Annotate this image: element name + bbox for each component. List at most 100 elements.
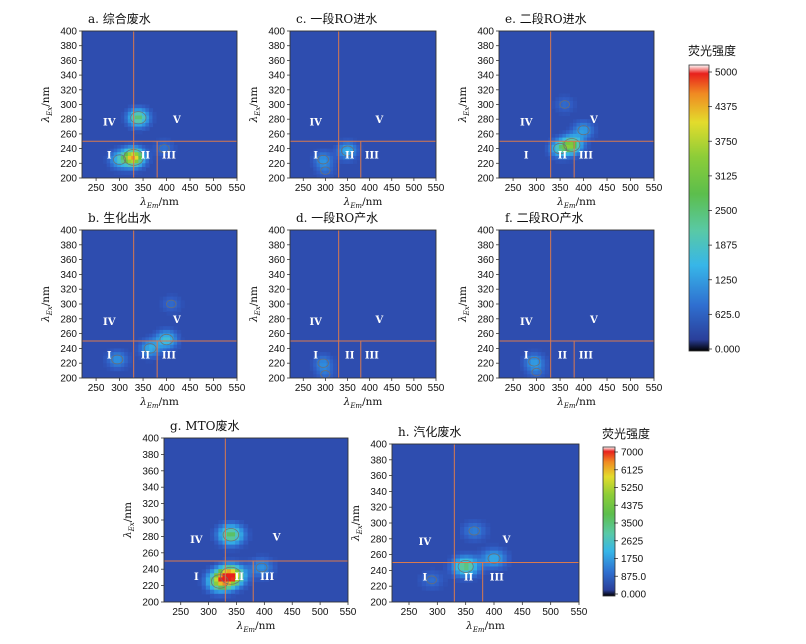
intensity-cell [230,524,236,529]
intensity-cell [110,152,115,157]
intensity-cell [323,363,328,368]
intensity-cell [163,352,168,357]
intensity-cell [443,574,448,579]
intensity-cell [177,329,182,335]
intensity-cell [489,554,495,560]
intensity-cell [145,119,150,124]
y-axis-label: λEx/nm [40,286,54,323]
intensity-cell [120,170,125,175]
intensity-cell [239,585,245,591]
intensity-cell [120,166,125,172]
intensity-cell [173,307,178,312]
intensity-cell [239,536,245,542]
peak-contour [553,142,567,155]
intensity-cell [590,119,595,124]
y-tick-label: 400 [142,434,159,445]
intensity-cell [541,370,546,375]
y-tick-label: 260 [370,550,387,561]
intensity-cell [210,593,215,599]
intensity-cell [590,126,595,131]
intensity-cell [343,152,348,157]
intensity-cell [145,359,150,364]
y-tick-label: 340 [370,487,387,498]
intensity-cell [333,163,338,168]
region-label: II [141,150,151,161]
intensity-cell [166,329,171,335]
intensity-cell [117,155,122,161]
intensity-cell [426,586,431,591]
intensity-cell [523,370,528,375]
y-tick-label: 300 [268,100,285,111]
intensity-cell [316,163,321,168]
intensity-cell [127,363,132,368]
y-axis-label: λEx/nm [350,505,364,542]
region-label: I [423,573,428,584]
intensity-field [309,352,338,378]
intensity-cell [576,148,581,153]
intensity-cell [103,363,108,368]
colorbar-top: 荧光强度 5000 4375 3750 3125 2500 1875 1250 625.0 0.… [688,43,740,356]
intensity-cell [218,593,224,599]
intensity-cell [572,152,578,157]
intensity-cell [117,352,122,357]
y-tick-label: 220 [60,359,77,370]
intensity-cell [127,111,132,117]
intensity-cell [580,119,585,124]
intensity-cell [155,148,161,153]
y-tick-label: 220 [477,359,494,370]
x-tick-label: 500 [205,183,222,194]
peak-contour [159,333,174,346]
region-label: I [524,150,529,161]
y-tick-label: 260 [60,329,77,340]
intensity-cell [127,352,132,357]
intensity-cell [177,333,182,338]
colorbar-gradient [688,64,710,352]
intensity-cell [173,333,178,338]
intensity-cell [264,552,270,558]
intensity-cell [438,574,444,579]
intensity-cell [148,144,154,150]
intensity-cell [485,570,491,575]
intensity-cell [124,148,129,153]
intensity-cell [166,348,171,353]
intensity-cell [201,589,207,595]
intensity-cell [145,159,150,164]
intensity-cell [506,554,512,560]
intensity-cell [166,137,171,142]
intensity-cell [117,148,122,153]
intensity-cell [113,366,118,372]
intensity-cell [494,566,499,571]
intensity-cell [141,108,147,113]
intensity-cell [230,540,236,546]
intensity-cell [218,565,224,570]
intensity-cell [218,581,224,587]
colorbar-tick-label: 1250 [715,275,738,286]
intensity-cell [205,581,211,587]
intensity-cell [477,534,482,540]
intensity-cell [134,104,139,109]
intensity-cell [530,352,535,357]
x-axis-label: λEm/nm [343,196,383,210]
intensity-cell [477,574,482,579]
intensity-cell [326,166,331,172]
intensity-cell [210,536,215,542]
intensity-cell [138,126,143,131]
intensity-cell [472,523,478,528]
intensity-cell [527,352,532,357]
y-tick-label: 300 [477,300,494,311]
intensity-cell [455,554,461,560]
intensity-cell [226,593,232,599]
intensity-cell [520,355,525,361]
intensity-cell [170,300,175,305]
x-tick-label: 350 [228,607,245,618]
y-tick-label: 400 [370,440,387,451]
intensity-cell [558,100,564,106]
intensity-cell [530,363,535,368]
intensity-cell [226,585,232,591]
intensity-cell [569,133,574,139]
intensity-cell [251,556,257,562]
intensity-cell [243,556,249,562]
intensity-cell [481,534,487,540]
intensity-cell [113,152,118,157]
